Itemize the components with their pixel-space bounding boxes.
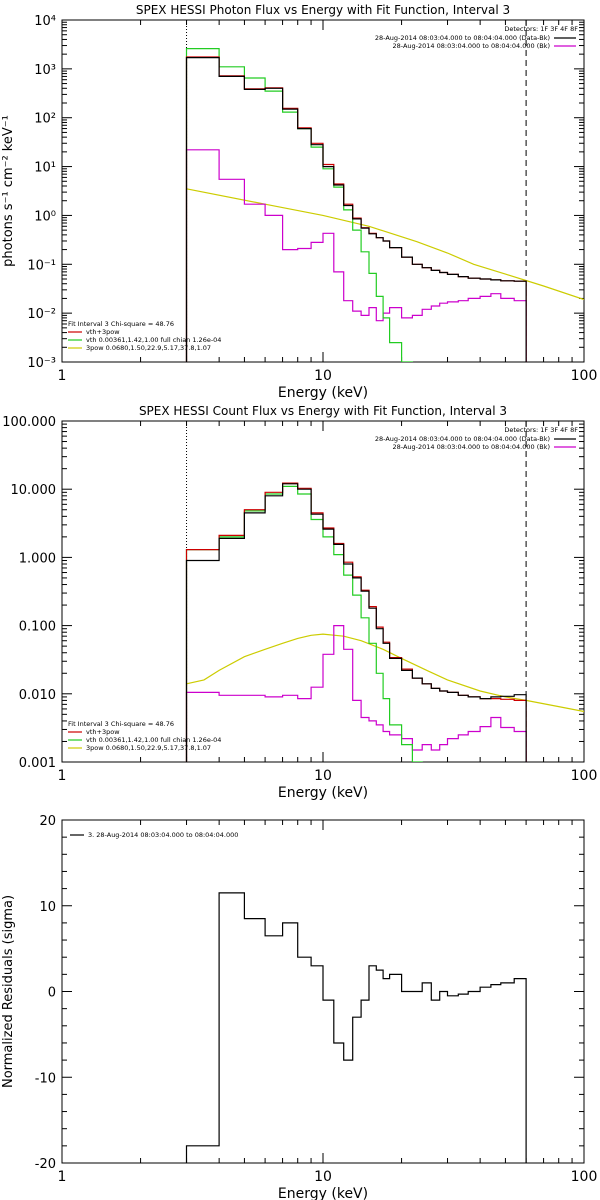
legend-entry: 28-Aug-2014 08:03:04.000 to 08:04:04.000… (393, 443, 550, 451)
y-tick-label: 0 (48, 986, 56, 1001)
x-axis-label: Energy (keV) (278, 1186, 368, 1200)
y-axis-label: Normalized Residuals (sigma) (1, 895, 16, 1088)
y-tick-label: 10⁰ (34, 209, 56, 224)
plot-area (185, 20, 584, 362)
legend-detectors: Detectors: 1F 3F 4F 8F (504, 426, 578, 434)
y-tick-label: 100.000 (2, 415, 56, 430)
legend-entry: 3pow 0.0680,1.50,22.9,5.17,37.8,1.07 (86, 344, 211, 352)
legend-entry: vth+3pow (86, 728, 120, 736)
y-tick-label: 0.100 (19, 620, 56, 635)
y-tick-label: 10⁻³ (27, 356, 56, 371)
y-tick-label: 0.010 (19, 688, 56, 703)
series-background (185, 149, 527, 362)
series-background (185, 625, 527, 762)
y-tick-label: 10⁻² (27, 307, 56, 322)
y-tick-label: 20 (39, 814, 56, 829)
x-tick-label: 100 (571, 768, 598, 784)
y-tick-label: 1.000 (19, 551, 56, 566)
y-tick-label: 10.000 (11, 483, 57, 498)
y-axis-label: photons s⁻¹ cm⁻² keV⁻¹ (1, 115, 16, 267)
legend-entry: vth 0.00361,1.42,1.00 full chian 1.26e-0… (86, 336, 221, 344)
plot-frame (61, 19, 585, 363)
legend-entry: 28-Aug-2014 08:03:04.000 to 08:04:04.000… (375, 435, 550, 443)
y-tick-label: 10³ (34, 63, 56, 78)
legend-entry: 28-Aug-2014 08:03:04.000 to 08:04:04.000… (375, 34, 550, 42)
plot-frame (61, 420, 585, 763)
plot-area (185, 892, 527, 1163)
y-tick-label: -10 (35, 1071, 56, 1086)
series-thermal (185, 485, 423, 762)
x-tick-label: 10 (314, 368, 332, 384)
series-powerlaw (186, 188, 584, 301)
legend-entry: 3. 28-Aug-2014 08:03:04.000 to 08:04:04.… (88, 831, 238, 839)
legend-entry: vth 0.00361,1.42,1.00 full chian 1.26e-0… (86, 736, 221, 744)
series-thermal (185, 48, 413, 362)
series-total (185, 892, 527, 1163)
legend-entry: 28-Aug-2014 08:03:04.000 to 08:04:04.000… (393, 42, 550, 50)
x-tick-label: 1 (58, 768, 67, 784)
y-tick-label: 10¹ (34, 161, 56, 176)
x-tick-label: 10 (314, 768, 332, 784)
chart-title: SPEX HESSI Count Flux vs Energy with Fit… (139, 404, 507, 418)
x-tick-label: 1 (58, 1169, 67, 1185)
x-axis-label: Energy (keV) (278, 785, 368, 801)
x-tick-label: 1 (58, 368, 67, 384)
series-model (185, 56, 527, 362)
x-tick-label: 100 (571, 368, 598, 384)
legend-entry: 3pow 0.0680,1.50,22.9,5.17,37.8,1.07 (86, 744, 211, 752)
chart-title: SPEX HESSI Photon Flux vs Energy with Fi… (136, 3, 510, 17)
chart-panel-1: SPEX HESSI Photon Flux vs Energy with Fi… (1, 3, 597, 401)
series-total (185, 483, 527, 762)
y-tick-label: 0.001 (19, 756, 56, 771)
chart-panel-2: SPEX HESSI Count Flux vs Energy with Fit… (2, 404, 597, 801)
legend-fit-header: Fit Interval 3 Chi-square = 48.76 (68, 720, 174, 728)
plot-area (185, 421, 584, 762)
legend-detectors: Detectors: 1F 3F 4F 8F (504, 25, 578, 33)
y-tick-label: -20 (35, 1157, 56, 1172)
legend-entry: vth+3pow (86, 328, 120, 336)
y-tick-label: 10² (34, 112, 56, 127)
legend-fit-header: Fit Interval 3 Chi-square = 48.76 (68, 320, 174, 328)
y-tick-label: 10 (39, 900, 56, 915)
chart-panel-3: 1 10 100 Energy (keV) -20 -10 0 10 20 Normalized … (1, 814, 597, 1200)
x-axis-label: Energy (keV) (278, 385, 368, 401)
series-model (185, 482, 527, 762)
series-total (185, 57, 527, 362)
y-tick-label: 10⁻¹ (27, 258, 56, 273)
x-tick-label: 100 (571, 1169, 598, 1185)
x-tick-label: 10 (314, 1169, 332, 1185)
y-tick-label: 10⁴ (34, 14, 56, 29)
